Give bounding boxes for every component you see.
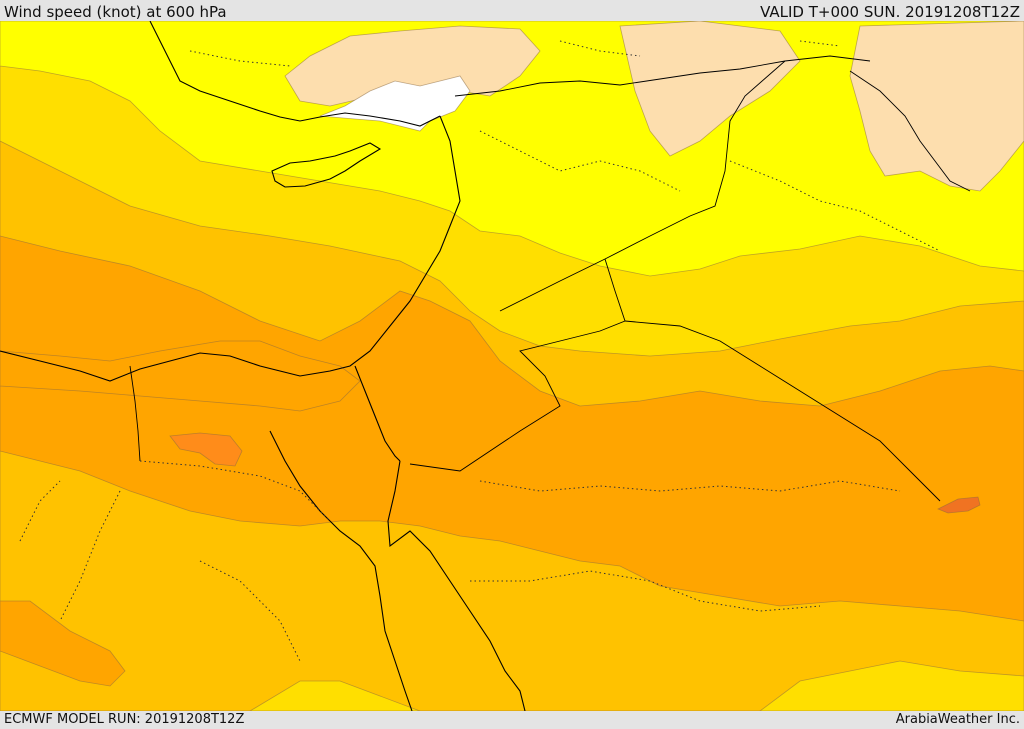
- admin-saudi-north: [479, 480, 901, 492]
- wind-speed-map: [0, 21, 1024, 711]
- coastline-red-sea: [269, 430, 413, 711]
- band-peach-far-east: [849, 21, 1024, 192]
- admin-turkey: [189, 40, 841, 67]
- coastline-sinai: [354, 365, 401, 462]
- band-peach-west: [284, 25, 541, 107]
- border-iraq-saudi: [624, 320, 941, 502]
- valid-time: VALID T+000 SUN. 20191208T12Z: [760, 3, 1020, 21]
- border-iran-iraq: [849, 70, 971, 192]
- admin-syria: [479, 130, 681, 192]
- map-title: Wind speed (knot) at 600 hPa: [4, 3, 227, 21]
- border-jordan-saudi: [409, 258, 626, 472]
- band-deep-orange: [169, 432, 243, 467]
- band-orange-sw: [0, 600, 126, 687]
- band-calm-white: [319, 75, 471, 132]
- coastline-anatolia: [149, 21, 441, 127]
- band-gold-south: [249, 680, 421, 711]
- model-run: ECMWF MODEL RUN: 20191208T12Z: [4, 712, 245, 727]
- footer-bar: ECMWF MODEL RUN: 20191208T12Z ArabiaWeat…: [0, 711, 1024, 729]
- coastline-red-sea-east: [387, 460, 526, 711]
- border-turkey-syria: [454, 55, 871, 97]
- admin-west: [19, 480, 301, 662]
- band-orange: [0, 235, 1024, 622]
- band-red-orange: [937, 496, 981, 514]
- coastline-med: [0, 115, 461, 382]
- credit: ArabiaWeather Inc.: [895, 712, 1020, 727]
- band-peach-east: [619, 21, 801, 157]
- admin-saudi-mid: [470, 570, 821, 612]
- border-syria-iraq: [499, 60, 786, 312]
- coastline-cyprus: [271, 142, 382, 188]
- header-bar: Wind speed (knot) at 600 hPa VALID T+000…: [0, 0, 1024, 21]
- band-gold-southeast: [759, 660, 1024, 711]
- border-egypt-libya: [129, 365, 141, 462]
- band-orange-nw: [0, 340, 361, 412]
